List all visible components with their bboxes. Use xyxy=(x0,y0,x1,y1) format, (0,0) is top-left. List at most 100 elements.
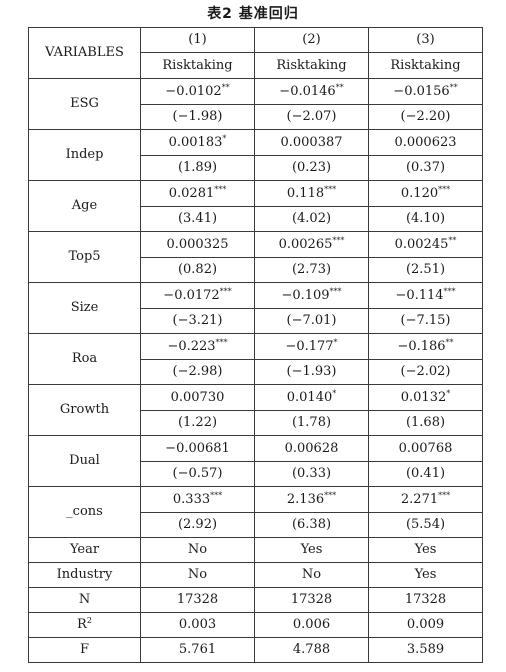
t-statistic-cell: (−7.15) xyxy=(368,308,483,334)
significance-stars: *** xyxy=(219,286,232,296)
coefficient-value: 2.271 xyxy=(400,491,439,507)
t-statistic-cell: (−7.01) xyxy=(254,308,369,334)
statistic-value: 0.009 xyxy=(368,612,483,638)
t-statistic-cell: (−3.21) xyxy=(140,308,255,334)
variable-name: _cons xyxy=(28,486,141,538)
t-statistic-row: (−2.98) (−1.93) (−2.02) xyxy=(29,359,483,385)
coefficient-row: Dual −0.00681 0.00628 0.00768 xyxy=(28,435,483,487)
t-statistic-cell: (0.33) xyxy=(254,461,369,487)
coefficient-row: ESG −0.0102** −0.0146** −0.0156** xyxy=(28,78,483,130)
coefficient-cell: 0.000623 xyxy=(368,129,483,156)
statistic-row: F 5.761 4.788 3.589 xyxy=(28,637,483,663)
coefficient-value: 0.333 xyxy=(172,491,211,507)
coefficient-cell: −0.114*** xyxy=(368,282,483,309)
t-statistic-row: (−1.98) (−2.07) (−2.20) xyxy=(29,104,483,130)
t-statistic-row: (−0.57) (0.33) (0.41) xyxy=(29,461,483,487)
t-statistic-cell: (−2.02) xyxy=(368,359,483,385)
statistic-value: 3.589 xyxy=(368,637,483,663)
coefficient-row: Roa −0.223*** −0.177* −0.186** xyxy=(28,333,483,385)
coefficient-value: 0.00183 xyxy=(168,134,223,150)
significance-stars: *** xyxy=(215,337,228,347)
coefficient-value: −0.0156 xyxy=(393,83,450,99)
coefficient-value: 0.000387 xyxy=(280,134,343,150)
coefficient-value: 0.00730 xyxy=(170,389,225,405)
variable-name: Size xyxy=(28,282,141,334)
coefficient-cell: 0.00265*** xyxy=(254,231,369,258)
t-statistic-row: (2.92) (6.38) (5.54) xyxy=(29,512,483,538)
significance-stars: * xyxy=(446,388,451,398)
coefficient-cell: 0.000387 xyxy=(254,129,369,156)
t-statistic-cell: (−2.07) xyxy=(254,104,369,130)
column-number-2: (2) xyxy=(254,27,369,53)
coefficient-value: 0.118 xyxy=(286,185,325,201)
t-statistic-cell: (0.23) xyxy=(254,155,369,181)
t-statistic-cell: (0.82) xyxy=(140,257,255,283)
t-statistic-cell: (2.51) xyxy=(368,257,483,283)
statistic-value: 4.788 xyxy=(254,637,369,663)
coefficient-cell: 2.271*** xyxy=(368,486,483,513)
coefficient-value: 0.0140 xyxy=(286,389,333,405)
t-statistic-cell: (4.10) xyxy=(368,206,483,232)
coefficient-row: Age 0.0281*** 0.118 *** 0.120*** xyxy=(28,180,483,232)
variable-name: Growth xyxy=(28,384,141,436)
statistic-value: 17328 xyxy=(368,587,483,613)
significance-stars: *** xyxy=(332,235,345,245)
coefficient-value: 0.0132 xyxy=(400,389,447,405)
coefficient-cell: 0.0132* xyxy=(368,384,483,411)
t-statistic-cell: (1.68) xyxy=(368,410,483,436)
statistic-value: 17328 xyxy=(140,587,255,613)
significance-stars: * xyxy=(222,133,227,143)
dependent-variable-3: Risktaking xyxy=(368,52,483,79)
t-statistic-cell: (−0.57) xyxy=(140,461,255,487)
statistic-name: Industry xyxy=(28,562,141,588)
statistic-value: 17328 xyxy=(254,587,369,613)
coefficient-cell: −0.186** xyxy=(368,333,483,360)
coefficient-row: Growth 0.00730 0.0140* 0.0132* xyxy=(28,384,483,436)
coefficient-value: 0.120 xyxy=(400,185,439,201)
coefficient-value: 0.000623 xyxy=(394,134,457,150)
significance-stars: *** xyxy=(214,184,227,194)
statistic-row: R2 0.003 0.006 0.009 xyxy=(28,612,483,638)
column-number-1: (1) xyxy=(140,27,255,53)
t-statistic-cell: (1.78) xyxy=(254,410,369,436)
coefficient-value: −0.114 xyxy=(395,287,444,303)
statistic-label: Industry xyxy=(56,567,113,582)
statistic-value: 0.003 xyxy=(140,612,255,638)
t-statistic-row: (−3.21) (−7.01) (−7.15) xyxy=(29,308,483,334)
variable-name: Roa xyxy=(28,333,141,385)
statistic-value: No xyxy=(254,562,369,588)
significance-stars: ** xyxy=(221,82,230,92)
statistic-row: Year No Yes Yes xyxy=(28,537,483,563)
coefficient-cell: 0.00730 xyxy=(140,384,255,411)
statistic-value: Yes xyxy=(254,537,369,563)
significance-stars: *** xyxy=(210,490,223,500)
significance-stars: *** xyxy=(438,490,451,500)
coefficient-row: _cons 0.333*** 2.136*** 2.271*** xyxy=(28,486,483,538)
regression-table: VARIABLES (1) (2) (3) Risktaking Risktak… xyxy=(28,27,483,663)
coefficient-cell: 2.136*** xyxy=(254,486,369,513)
coefficient-cell: −0.223*** xyxy=(140,333,255,360)
t-statistic-row: (3.41) (4.02) (4.10) xyxy=(29,206,483,232)
coefficient-value: 0.000325 xyxy=(166,236,229,252)
statistic-superscript: 2 xyxy=(86,616,92,625)
t-statistic-cell: (3.41) xyxy=(140,206,255,232)
coefficient-cell: 0.00768 xyxy=(368,435,483,462)
statistic-value: Yes xyxy=(368,562,483,588)
coefficient-value: −0.0172 xyxy=(163,287,220,303)
coefficient-cell: 0.120*** xyxy=(368,180,483,207)
coefficient-cell: 0.0281*** xyxy=(140,180,255,207)
statistic-value: 5.761 xyxy=(140,637,255,663)
statistic-row: Industry No No Yes xyxy=(28,562,483,588)
t-statistic-cell: (5.54) xyxy=(368,512,483,538)
coefficient-cell: −0.177* xyxy=(254,333,369,360)
dependent-variable-1: Risktaking xyxy=(140,52,255,79)
table-caption: 表2 基准回归 xyxy=(207,6,299,22)
variable-name: Age xyxy=(28,180,141,232)
t-statistic-cell: (4.02) xyxy=(254,206,369,232)
coefficient-cell: −0.00681 xyxy=(140,435,255,462)
t-statistic-cell: (1.22) xyxy=(140,410,255,436)
significance-stars: ** xyxy=(449,82,458,92)
significance-stars: *** xyxy=(324,490,337,500)
coefficient-cell: 0.00245** xyxy=(368,231,483,258)
significance-stars: * xyxy=(332,388,337,398)
